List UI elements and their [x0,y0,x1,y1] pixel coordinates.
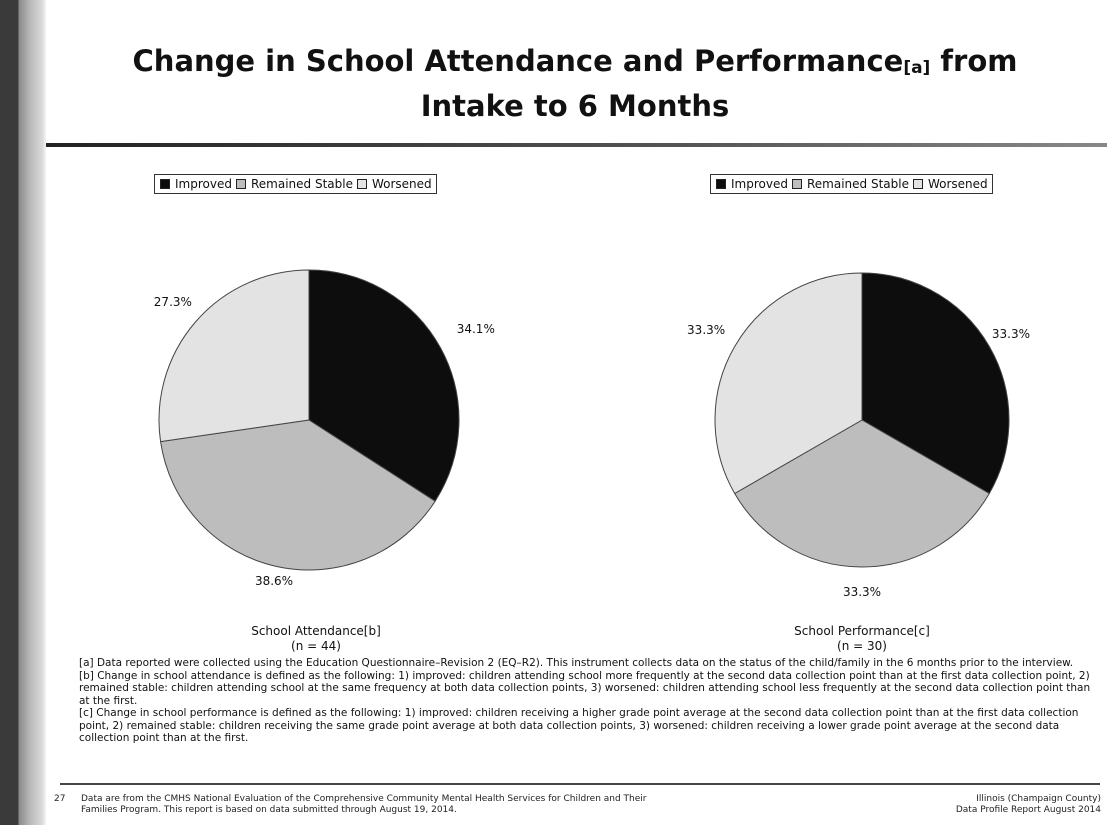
footer-divider [60,783,1100,785]
chart-caption-attendance: School Attendance[b] (n = 44) [206,624,426,654]
legend-swatch-improved [160,179,170,189]
legend-label-stable: Remained Stable [250,177,353,191]
legend-swatch-improved [716,179,726,189]
legend-attendance: Improved Remained Stable Worsened [154,174,437,194]
pie-label-worsened-attendance: 27.3% [154,295,192,309]
title-footnote-ref: [a] [903,58,931,78]
legend-swatch-worsened [356,179,367,189]
pie-slice-improved-performance [861,272,1010,495]
footer-source-line1: Data are from the CMHS National Evaluati… [81,794,647,804]
pie-label-improved-attendance: 34.1% [457,322,495,336]
legend-label-stable: Remained Stable [806,177,909,191]
legend-label-improved: Improved [731,177,788,191]
legend-performance: Improved Remained Stable Worsened [710,174,993,194]
chart-title-attendance: School Attendance[b] [251,624,381,638]
page-title: Change in School Attendance and Performa… [60,42,1090,125]
legend-label-improved: Improved [175,177,232,191]
footnote-b: [b] Change in school attendance is defin… [79,669,1091,707]
pie-slice-worsened-attendance [158,269,310,443]
pie-slice-improved-attendance [308,269,460,502]
chart-n-performance: (n = 30) [837,639,887,653]
chart-n-attendance: (n = 44) [291,639,341,653]
pie-slice-worsened-performance [714,272,863,495]
legend-swatch-stable [791,179,802,189]
footnote-c: [c] Change in school performance is defi… [79,707,1079,744]
title-line1-end: from [930,44,1018,78]
pie-slice-remained-stable-attendance [159,419,436,571]
pie-charts: 34.1% 38.6% 27.3% 33.3% 33.3% 33.3% [154,269,1030,599]
chart-title-performance: School Performance[c] [794,624,930,638]
footer-report-line1: Illinois (Champaign County) [976,794,1101,804]
page-number: 27 [54,794,66,804]
footer-source-line2: Families Program. This report is based o… [81,805,457,815]
footnote-a: [a] Data reported were collected using t… [79,657,1074,669]
footnotes: [a] Data reported were collected using t… [79,657,1094,745]
footer-report-info: Illinois (Champaign County) Data Profile… [841,794,1101,816]
pie-slice-remained-stable-performance [734,419,990,568]
left-edge-bar [0,0,46,825]
footer-source: Data are from the CMHS National Evaluati… [81,794,801,816]
legend-label-worsened: Worsened [927,177,988,191]
legend-label-worsened: Worsened [371,177,432,191]
title-divider [46,143,1107,147]
footer-report-line2: Data Profile Report August 2014 [955,805,1101,815]
pie-label-worsened-performance: 33.3% [687,323,725,337]
pie-label-remained-stable-performance: 33.3% [843,585,881,599]
pie-label-improved-performance: 33.3% [992,327,1030,341]
title-line1: Change in School Attendance and Performa… [132,44,904,78]
legend-swatch-stable [235,179,246,189]
chart-caption-performance: School Performance[c] (n = 30) [752,624,972,654]
pie-label-remained-stable-attendance: 38.6% [255,574,293,588]
legend-swatch-worsened [912,179,923,189]
title-line2: Intake to 6 Months [420,89,730,123]
